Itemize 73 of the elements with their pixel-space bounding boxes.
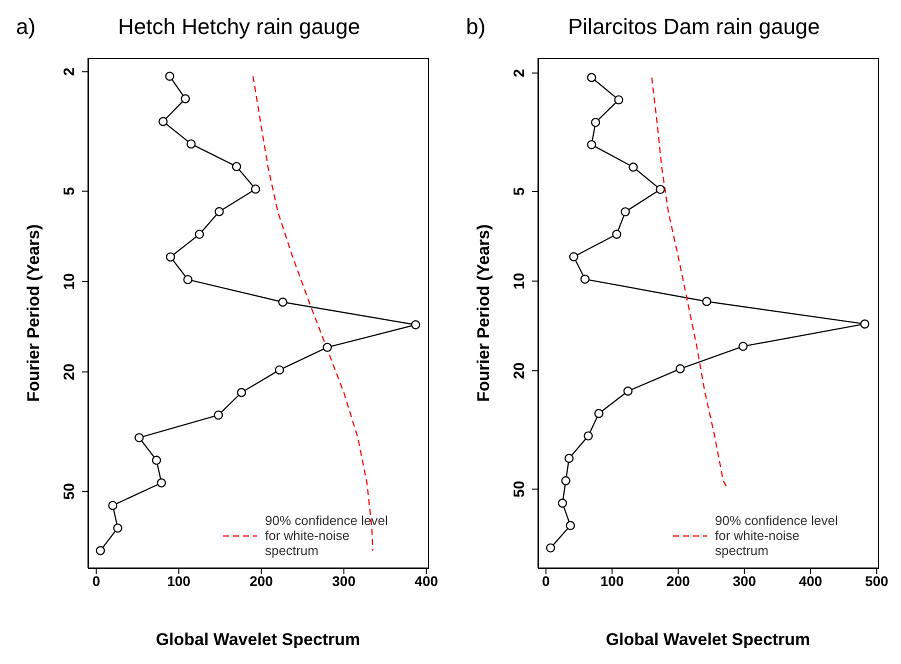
point xyxy=(134,433,144,442)
x-tick-label: 200 xyxy=(250,572,274,589)
point xyxy=(183,274,192,284)
x-tick-label: 300 xyxy=(732,572,756,589)
x-tick-label: 400 xyxy=(414,572,438,589)
point xyxy=(156,478,166,488)
point xyxy=(566,520,576,530)
point xyxy=(214,207,224,216)
x-tick-label: 0 xyxy=(542,572,550,589)
legend-label: 90% confidence level for white-noise spectrum xyxy=(715,513,839,558)
point xyxy=(232,162,242,172)
chart-title: Pilarcitos Dam rain gauge xyxy=(568,14,820,40)
x-tick-label: 100 xyxy=(167,572,191,589)
point xyxy=(180,94,190,104)
text: a) xyxy=(16,14,36,40)
point xyxy=(676,364,685,374)
point xyxy=(656,184,665,194)
point xyxy=(250,184,260,194)
point xyxy=(586,140,596,150)
point xyxy=(558,498,568,508)
y-tick-label: 10 xyxy=(511,272,528,290)
y-tick-label: 50 xyxy=(511,480,528,498)
y-tick-label: 5 xyxy=(511,187,528,196)
point xyxy=(166,252,176,262)
point xyxy=(561,476,570,486)
point xyxy=(564,454,574,463)
point xyxy=(702,296,712,306)
y-tick-label: 5 xyxy=(61,187,78,196)
point xyxy=(569,252,578,262)
legend-label: 90% confidence level for white-noise spectrum xyxy=(265,513,389,558)
x-tick-label: 300 xyxy=(332,572,356,589)
y-tick-label: 20 xyxy=(61,364,78,380)
point xyxy=(108,500,118,510)
point xyxy=(620,207,630,216)
point xyxy=(278,298,288,307)
point xyxy=(158,116,168,126)
x-tick-label: 0 xyxy=(92,572,100,589)
point xyxy=(614,95,624,104)
y-tick-label: 2 xyxy=(511,68,528,78)
point xyxy=(113,523,122,533)
x-tick-label: 200 xyxy=(666,572,690,589)
point xyxy=(594,408,604,418)
x-tick-label: 400 xyxy=(798,572,822,589)
y-axis-title: Fourier Period (Years) xyxy=(24,224,44,402)
point xyxy=(274,365,284,375)
point xyxy=(194,230,204,239)
point xyxy=(214,410,223,420)
point xyxy=(586,72,596,82)
point xyxy=(590,118,600,128)
point xyxy=(411,320,420,330)
x-tick-label: 500 xyxy=(864,572,889,589)
chart-title: Hetch Hetchy rain gauge xyxy=(118,14,360,40)
point xyxy=(322,342,332,352)
y-tick-label: 50 xyxy=(61,483,78,500)
point xyxy=(612,230,622,239)
point xyxy=(860,319,870,329)
point xyxy=(584,431,593,441)
point xyxy=(96,546,105,556)
point xyxy=(186,139,196,149)
point xyxy=(165,72,174,81)
point xyxy=(546,543,556,553)
point xyxy=(236,388,246,398)
point xyxy=(152,456,162,465)
point xyxy=(628,162,638,172)
point xyxy=(738,342,748,351)
y-tick-label: 2 xyxy=(61,68,78,76)
point xyxy=(580,274,590,284)
y-tick-label: 10 xyxy=(61,273,78,290)
x-tick-label: 100 xyxy=(600,572,624,589)
point xyxy=(623,386,633,396)
y-axis-title: Fourier Period (Years) xyxy=(474,224,494,402)
y-tick-label: 20 xyxy=(511,362,528,380)
text: b) xyxy=(466,14,486,40)
